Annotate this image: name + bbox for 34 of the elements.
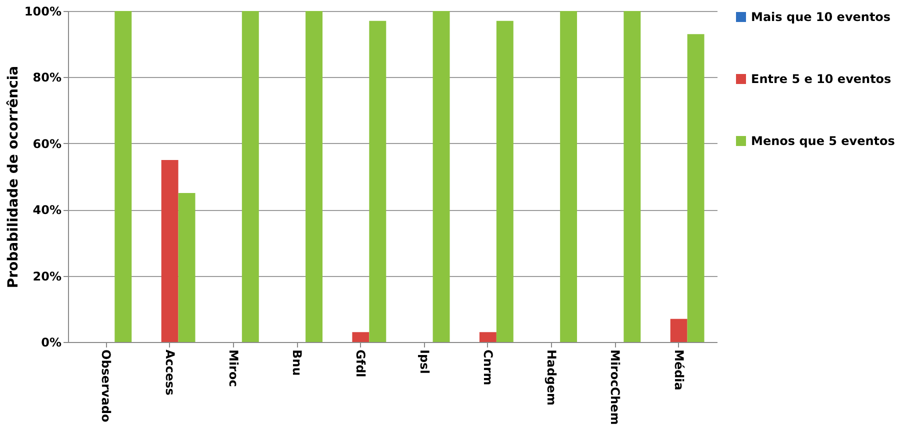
- x-tick-label: Média: [672, 350, 686, 390]
- y-tick-label: 80%: [32, 70, 62, 85]
- bar: [369, 20, 386, 342]
- legend-label: Entre 5 e 10 eventos: [751, 72, 892, 86]
- legend-label: Mais que 10 eventos: [751, 10, 891, 24]
- bar: [161, 160, 178, 342]
- y-tick-label: 0%: [41, 336, 62, 350]
- bar: [670, 318, 688, 342]
- bar: [242, 11, 259, 342]
- x-tick-label: Hadgem: [544, 350, 559, 406]
- bar: [687, 34, 704, 342]
- bar: [352, 332, 370, 342]
- x-tick-label: MirocChem: [608, 350, 622, 425]
- bar: [432, 11, 450, 342]
- y-tick-label: 60%: [32, 136, 62, 151]
- y-tick-label: 100%: [24, 4, 62, 18]
- legend-label: Menos que 5 eventos: [751, 134, 895, 148]
- bar: [114, 11, 132, 342]
- bar: [178, 193, 196, 342]
- bar: [624, 11, 641, 342]
- bar: [306, 11, 323, 342]
- x-tick-label: Bnu: [290, 350, 304, 376]
- bar: [479, 332, 496, 342]
- x-tick-label: Gfdl: [354, 350, 368, 378]
- x-tick-label: Access: [162, 350, 177, 396]
- x-tick-label: Cnrm: [480, 350, 495, 386]
- y-tick-label: 40%: [32, 203, 62, 218]
- x-tick-label: Observado: [99, 350, 114, 422]
- bar: [560, 11, 578, 342]
- x-tick-label: Miroc: [226, 350, 240, 387]
- x-tick-label: Ipsl: [417, 350, 432, 374]
- y-tick-label: 20%: [32, 269, 62, 284]
- bar: [496, 20, 514, 342]
- y-axis-title: Probabilidade de ocorrência: [5, 66, 22, 288]
